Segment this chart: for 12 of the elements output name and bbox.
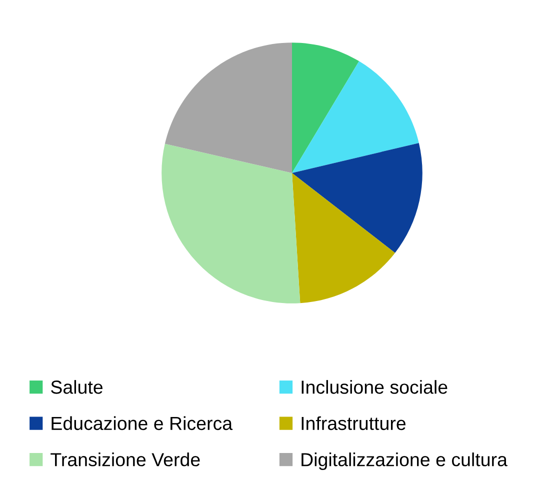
pie-slice bbox=[292, 42, 360, 173]
legend-label: Transizione Verde bbox=[50, 452, 200, 466]
legend-label: Educazione e Ricerca bbox=[52, 416, 233, 430]
legend-label: Digitalizzazione e cultura bbox=[302, 452, 508, 470]
pie-slice bbox=[164, 42, 292, 173]
legend-label: Infrastrutture bbox=[302, 416, 406, 430]
pie-slice bbox=[292, 173, 396, 304]
pie-slice bbox=[292, 61, 419, 173]
pie-slice bbox=[292, 142, 422, 253]
legend-label: Inclusione sociale bbox=[302, 380, 448, 394]
pie-slice bbox=[162, 144, 300, 304]
legend-label: Salute bbox=[51, 380, 103, 394]
